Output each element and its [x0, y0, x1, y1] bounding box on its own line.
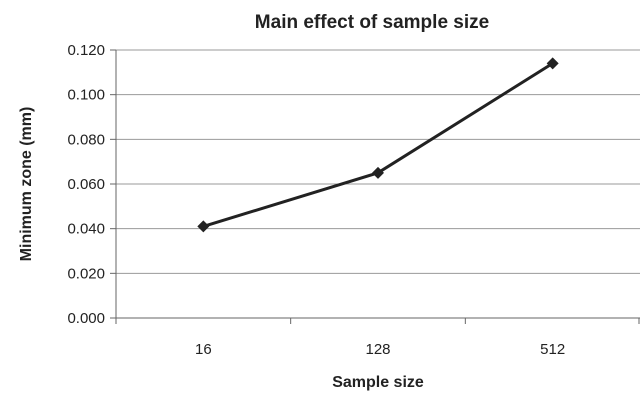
x-axis-ticks: 16 128 512 [115, 318, 640, 358]
data-point-512 [546, 57, 559, 70]
y-axis-label: Minimum zone (mm) [18, 107, 35, 262]
x-tick-label: 16 [195, 341, 212, 358]
y-tick-label: 0.020 [67, 265, 105, 282]
data-point-16 [197, 220, 210, 233]
x-axis-label: Sample size [332, 374, 424, 391]
y-tick-label: 0.000 [67, 310, 105, 327]
gridlines [116, 49, 640, 274]
series-sample-size [197, 57, 559, 233]
x-tick-label: 128 [365, 341, 390, 358]
y-tick-label: 0.100 [67, 87, 105, 104]
y-tick-label: 0.080 [67, 131, 105, 148]
y-tick-label: 0.120 [67, 42, 105, 59]
chart-title: Main effect of sample size [255, 12, 489, 33]
series-line [202, 62, 554, 228]
y-tick-label: 0.040 [67, 221, 105, 238]
data-point-128 [372, 166, 384, 179]
x-tick-label: 512 [540, 341, 565, 358]
y-axis-ticks: 0.000 0.020 0.040 0.060 0.080 0.100 0.120 [67, 42, 116, 327]
y-tick-label: 0.060 [67, 176, 105, 193]
